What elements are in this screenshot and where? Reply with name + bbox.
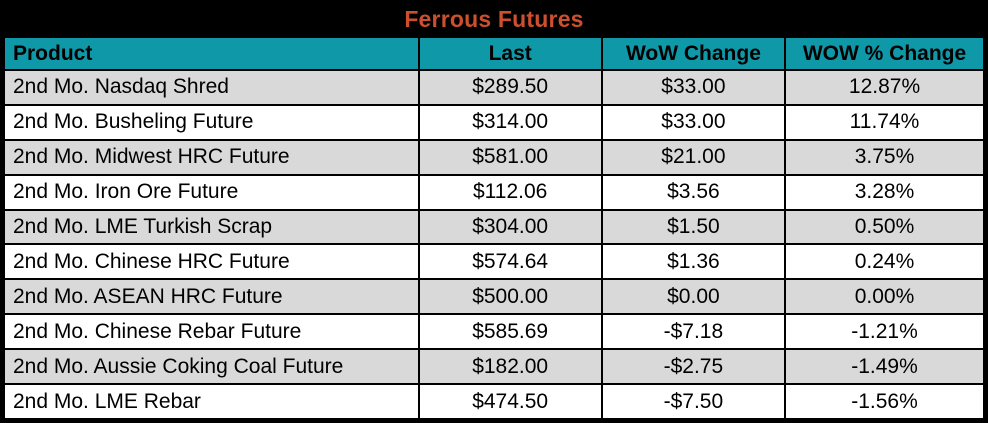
column-header-wow-pct-change: WOW % Change [784,36,985,71]
last-cell: $182.00 [417,348,603,386]
product-cell: 2nd Mo. Midwest HRC Future [3,138,420,176]
column-header-product: Product [3,36,420,71]
table-row: 2nd Mo. LME Rebar $474.50 -$7.50 -1.56% [3,383,985,420]
table-body: 2nd Mo. Nasdaq Shred $289.50 $33.00 12.87% 2… [3,69,985,420]
wow-change-cell: $1.50 [600,208,787,246]
table-row: 2nd Mo. Iron Ore Future $112.06 $3.56 3.28% [3,173,985,211]
product-cell: 2nd Mo. Chinese HRC Future [3,243,420,281]
wow-pct-change-cell: -1.49% [784,348,985,386]
last-cell: $112.06 [417,173,603,211]
wow-pct-change-cell: 11.74% [784,103,985,141]
last-cell: $304.00 [417,208,603,246]
last-cell: $581.00 [417,138,603,176]
product-cell: 2nd Mo. ASEAN HRC Future [3,278,420,316]
table-row: 2nd Mo. ASEAN HRC Future $500.00 $0.00 0.00… [3,278,985,316]
table-row: 2nd Mo. Nasdaq Shred $289.50 $33.00 12.87% [3,69,985,106]
last-cell: $314.00 [417,103,603,141]
product-cell: 2nd Mo. LME Rebar [3,383,420,420]
wow-change-cell: $33.00 [600,103,787,141]
table-row: 2nd Mo. Aussie Coking Coal Future $182.00… [3,348,985,386]
table-title: Ferrous Futures [3,3,985,36]
wow-pct-change-cell: -1.21% [784,313,985,351]
wow-change-cell: $21.00 [600,138,787,176]
wow-pct-change-cell: 3.75% [784,138,985,176]
wow-pct-change-cell: 3.28% [784,173,985,211]
wow-change-cell: -$2.75 [600,348,787,386]
last-cell: $474.50 [417,383,603,420]
last-cell: $500.00 [417,278,603,316]
wow-pct-change-cell: 0.24% [784,243,985,281]
futures-table: Product Last WoW Change WOW % Change 2nd… [3,36,985,420]
wow-change-cell: $33.00 [600,69,787,106]
wow-pct-change-cell: 0.00% [784,278,985,316]
last-cell: $574.64 [417,243,603,281]
wow-change-cell: $3.56 [600,173,787,211]
wow-pct-change-cell: -1.56% [784,383,985,420]
wow-pct-change-cell: 0.50% [784,208,985,246]
column-header-wow-change: WoW Change [600,36,787,71]
table-header-row: Product Last WoW Change WOW % Change [3,36,985,71]
product-cell: 2nd Mo. Chinese Rebar Future [3,313,420,351]
wow-pct-change-cell: 12.87% [784,69,985,106]
column-header-last: Last [417,36,603,71]
last-cell: $585.69 [417,313,603,351]
table-row: 2nd Mo. Busheling Future $314.00 $33.00 11.… [3,103,985,141]
product-cell: 2nd Mo. Iron Ore Future [3,173,420,211]
wow-change-cell: $1.36 [600,243,787,281]
product-cell: 2nd Mo. Busheling Future [3,103,420,141]
table-row: 2nd Mo. Midwest HRC Future $581.00 $21.00 3… [3,138,985,176]
product-cell: 2nd Mo. LME Turkish Scrap [3,208,420,246]
table-row: 2nd Mo. Chinese Rebar Future $585.69 -$7.1… [3,313,985,351]
wow-change-cell: -$7.50 [600,383,787,420]
wow-change-cell: $0.00 [600,278,787,316]
last-cell: $289.50 [417,69,603,106]
table-row: 2nd Mo. LME Turkish Scrap $304.00 $1.50 0.5… [3,208,985,246]
product-cell: 2nd Mo. Aussie Coking Coal Future [3,348,420,386]
wow-change-cell: -$7.18 [600,313,787,351]
product-cell: 2nd Mo. Nasdaq Shred [3,69,420,106]
table-row: 2nd Mo. Chinese HRC Future $574.64 $1.36 0.… [3,243,985,281]
